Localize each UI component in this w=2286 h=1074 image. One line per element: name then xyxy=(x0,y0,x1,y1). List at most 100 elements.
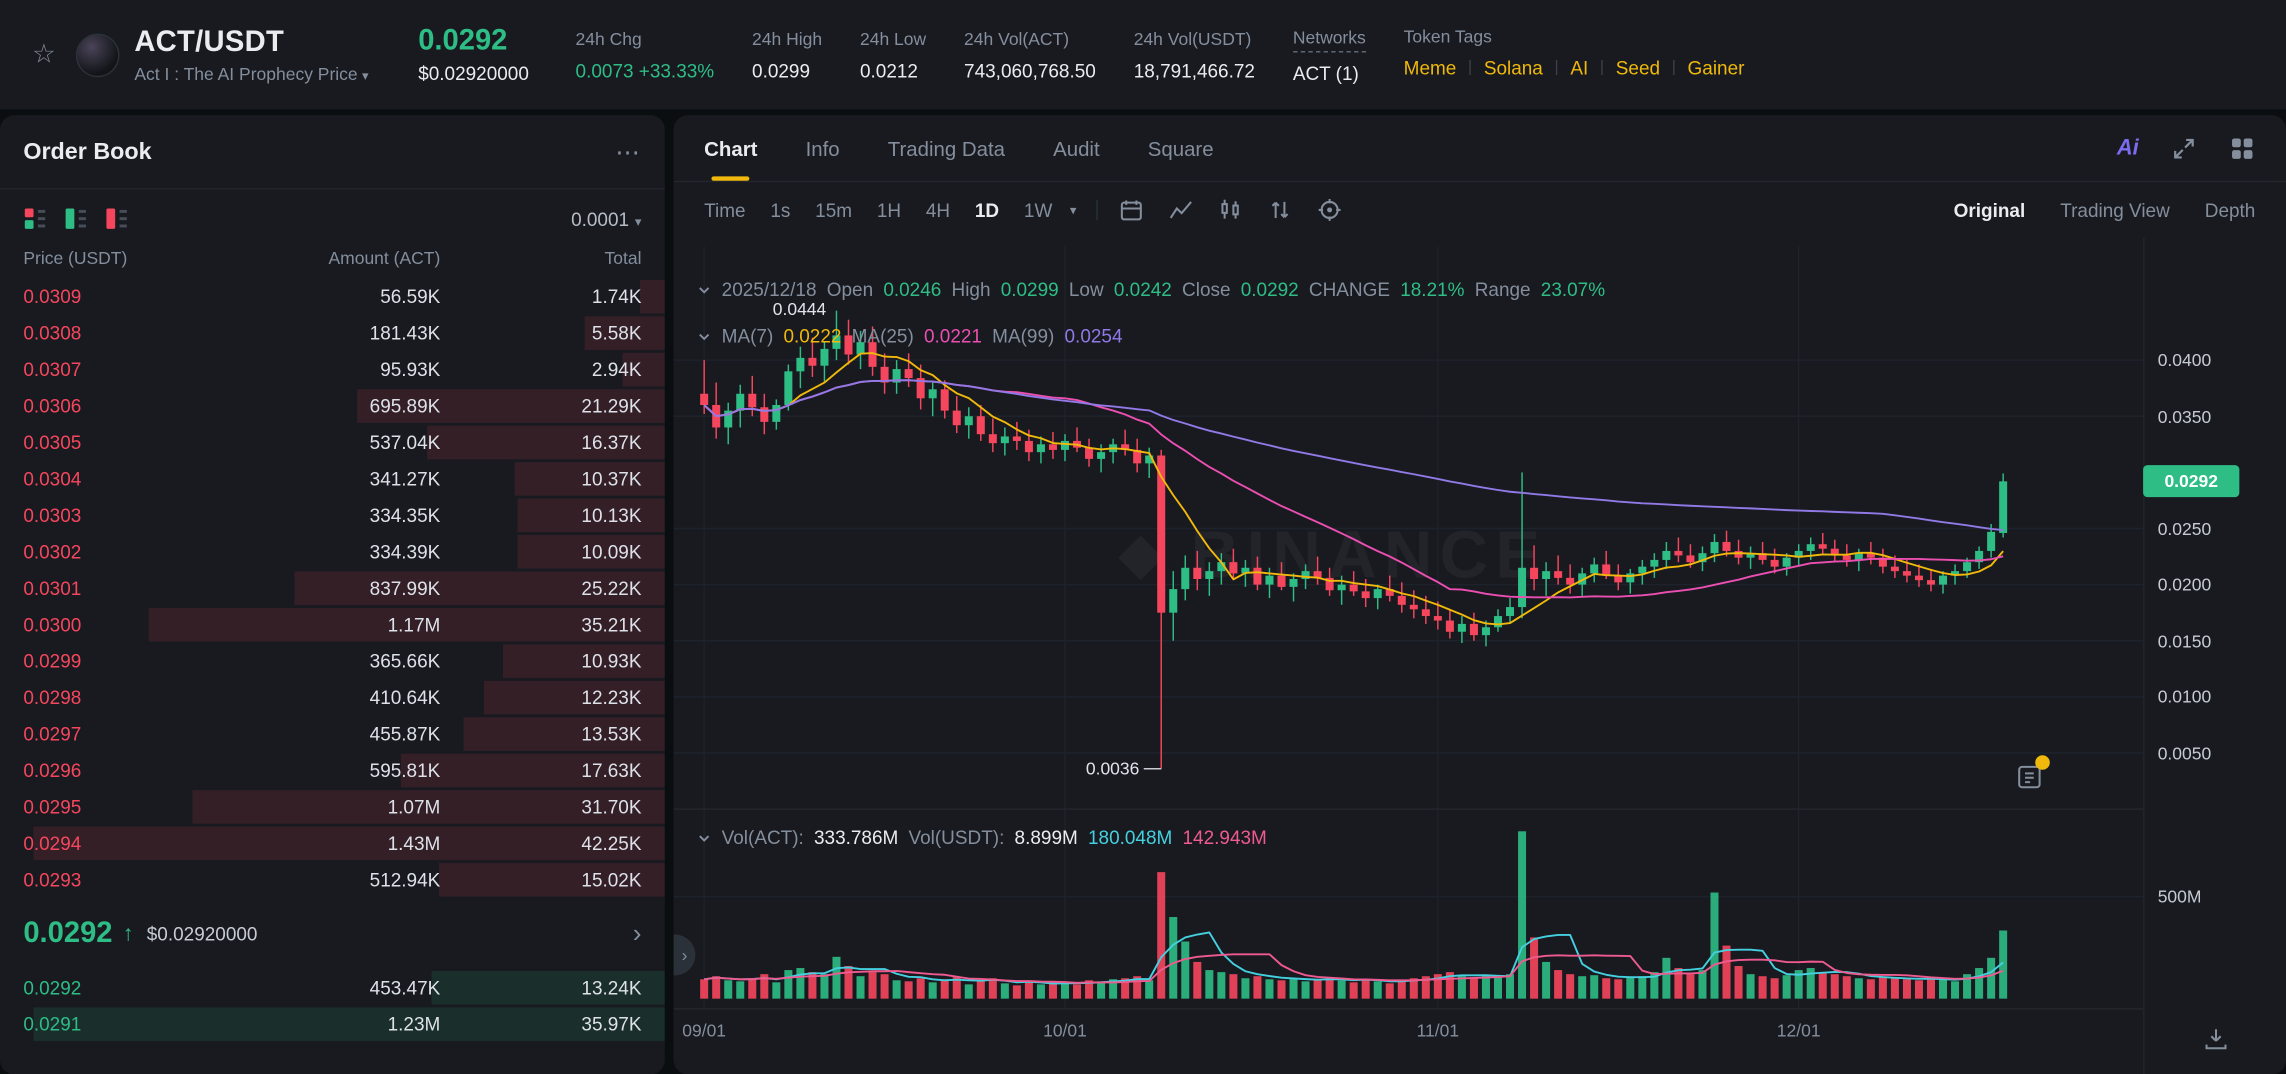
total-cell: 17.63K xyxy=(581,759,642,782)
order-book-ask-row[interactable]: 0.0307 95.93K 2.94K xyxy=(0,351,665,387)
indicators-icon[interactable] xyxy=(1267,197,1293,223)
order-book-ask-row[interactable]: 0.0298 410.64K 12.23K xyxy=(0,679,665,715)
order-book-title: Order Book xyxy=(23,139,152,165)
interval-4h[interactable]: 4H xyxy=(925,199,951,221)
chevron-down-icon: ▾ xyxy=(362,67,369,83)
price-cell: 0.0295 xyxy=(23,796,82,818)
amount-cell: 1.43M xyxy=(387,832,441,855)
stat-label: 24h High xyxy=(752,28,823,49)
order-book-ask-row[interactable]: 0.0295 1.07M 31.70K xyxy=(0,789,665,825)
order-book-ask-row[interactable]: 0.0299 365.66K 10.93K xyxy=(0,643,665,679)
view-mode-depth[interactable]: Depth xyxy=(2204,199,2256,221)
tab-audit[interactable]: Audit xyxy=(1053,136,1100,160)
chevron-down-icon[interactable] xyxy=(697,329,712,344)
order-book-ask-row[interactable]: 0.0301 837.99K 25.22K xyxy=(0,570,665,606)
interval-more-caret[interactable]: ▾ xyxy=(1069,201,1077,217)
order-book-ask-row[interactable]: 0.0305 537.04K 16.37K xyxy=(0,424,665,460)
pair-title: ACT/USDT xyxy=(134,25,285,58)
total-cell: 10.37K xyxy=(581,467,642,490)
interval-time[interactable]: Time xyxy=(704,199,746,221)
line-chart-icon[interactable] xyxy=(1168,197,1194,223)
order-book-ask-row[interactable]: 0.0308 181.43K 5.58K xyxy=(0,315,665,351)
depth-bar xyxy=(33,826,665,861)
total-cell: 15.02K xyxy=(581,868,642,891)
total-cell: 5.58K xyxy=(591,322,642,345)
amount-cell: 1.17M xyxy=(387,613,441,636)
order-book-ask-row[interactable]: 0.0302 334.39K 10.09K xyxy=(0,534,665,570)
token-tag-seed[interactable]: Seed xyxy=(1615,56,1661,78)
calendar-icon[interactable] xyxy=(1119,197,1145,223)
tab-chart[interactable]: Chart xyxy=(704,115,757,181)
chevron-down-icon[interactable] xyxy=(697,282,712,297)
token-tag-ai[interactable]: AI xyxy=(1570,56,1589,78)
order-book-ask-row[interactable]: 0.0300 1.17M 35.21K xyxy=(0,606,665,642)
candlestick-icon[interactable] xyxy=(1218,197,1244,223)
price-cell: 0.0296 xyxy=(23,759,82,782)
candlestick-chart[interactable]: 0.0444 0.0036 09/01 10/01 11/01 12/01 xyxy=(673,238,2144,1074)
depth-view-all-icon[interactable] xyxy=(23,207,46,230)
order-book-ask-row[interactable]: 0.0297 455.87K 13.53K xyxy=(0,716,665,752)
stat-label: 24h Low xyxy=(860,28,927,49)
interval-1s[interactable]: 1s xyxy=(770,199,791,221)
token-avatar xyxy=(76,32,120,77)
depth-view-asks-icon[interactable] xyxy=(105,207,128,230)
order-book-ask-row[interactable]: 0.0309 56.59K 1.74K xyxy=(0,278,665,314)
tab-square[interactable]: Square xyxy=(1147,136,1214,160)
price-axis-line xyxy=(2143,237,2145,1074)
volume-value: 8.899M xyxy=(1014,826,1078,849)
order-log-icon[interactable] xyxy=(2015,755,2050,796)
order-book-ask-row[interactable]: 0.0303 334.35K 10.13K xyxy=(0,497,665,533)
interval-1h[interactable]: 1H xyxy=(876,199,902,221)
view-mode-trading-view[interactable]: Trading View xyxy=(2060,199,2170,221)
interval-1w[interactable]: 1W xyxy=(1023,199,1053,221)
view-mode-original[interactable]: Original xyxy=(1953,199,2026,221)
ma-name: MA(99) xyxy=(992,325,1055,347)
pair-block[interactable]: ACT/USDT Act I : The AI Prophecy Price ▾ xyxy=(134,26,368,84)
interval-15m[interactable]: 15m xyxy=(815,199,853,221)
svg-text:0.0444: 0.0444 xyxy=(773,299,827,319)
amount-cell: 453.47K xyxy=(369,976,441,999)
amount-cell: 341.27K xyxy=(369,467,441,490)
token-tag-meme[interactable]: Meme xyxy=(1403,56,1457,78)
order-book-last-price[interactable]: 0.0292 ↑ $0.02920000 › xyxy=(0,898,665,969)
legend-label: Open xyxy=(826,278,874,301)
ohlc-legend: 2025/12/18 Open 0.0246 High 0.0299 Low 0.0242 C… xyxy=(697,278,1605,300)
ai-assistant-icon[interactable]: Ai xyxy=(2116,135,2139,161)
price-axis-tick: 0.0050 xyxy=(2157,742,2212,764)
order-book-ask-row[interactable]: 0.0306 695.89K 21.29K xyxy=(0,388,665,424)
total-cell: 35.21K xyxy=(581,613,642,636)
total-cell: 2.94K xyxy=(591,358,642,381)
order-book-ask-row[interactable]: 0.0304 341.27K 10.37K xyxy=(0,461,665,497)
order-book-bid-row[interactable]: 0.0291 1.23M 35.97K xyxy=(0,1006,665,1042)
chart-area[interactable]: ◆ BINANCE 0.0444 0.0036 09/01 10/01 11/01 12/0… xyxy=(673,237,2286,1074)
interval-1d[interactable]: 1D xyxy=(974,199,1000,221)
tab-info[interactable]: Info xyxy=(805,136,840,160)
order-book-ask-row[interactable]: 0.0294 1.43M 42.25K xyxy=(0,825,665,861)
amount-cell: 512.94K xyxy=(369,868,441,891)
export-chart-icon[interactable] xyxy=(2201,1025,2230,1059)
order-book-ask-row[interactable]: 0.0296 595.81K 17.63K xyxy=(0,752,665,788)
depth-view-bids-icon[interactable] xyxy=(64,207,87,230)
tab-trading-data[interactable]: Trading Data xyxy=(887,136,1005,160)
header-stat: 24h Low 0.0212 xyxy=(860,28,926,80)
favorite-star-icon[interactable]: ☆ xyxy=(32,39,56,69)
chevron-down-icon[interactable] xyxy=(697,830,712,845)
stat-value: 0.0299 xyxy=(752,59,811,81)
price-cell: 0.0309 xyxy=(23,285,82,308)
layout-grid-icon[interactable] xyxy=(2229,135,2255,161)
order-book-ask-row[interactable]: 0.0293 512.94K 15.02K xyxy=(0,862,665,898)
tag-separator: | xyxy=(1554,58,1559,76)
order-book-bid-row[interactable]: 0.0292 453.47K 13.24K xyxy=(0,970,665,1006)
amount-cell: 837.99K xyxy=(369,577,441,600)
orderbook-collapse-handle[interactable]: › xyxy=(673,934,696,976)
crosshair-icon[interactable] xyxy=(1317,197,1343,223)
order-book-menu-icon[interactable]: ⋯ xyxy=(615,138,642,167)
fullscreen-icon[interactable] xyxy=(2171,135,2197,161)
precision-select[interactable]: 0.0001 ▾ xyxy=(571,207,642,230)
chevron-right-icon[interactable]: › xyxy=(632,918,642,948)
token-tag-gainer[interactable]: Gainer xyxy=(1687,56,1745,78)
networks-stat[interactable]: Networks ACT (1) xyxy=(1292,26,1366,84)
last-price: 0.0292 xyxy=(418,24,508,57)
token-tag-solana[interactable]: Solana xyxy=(1483,56,1543,78)
total-cell: 10.93K xyxy=(581,650,642,673)
